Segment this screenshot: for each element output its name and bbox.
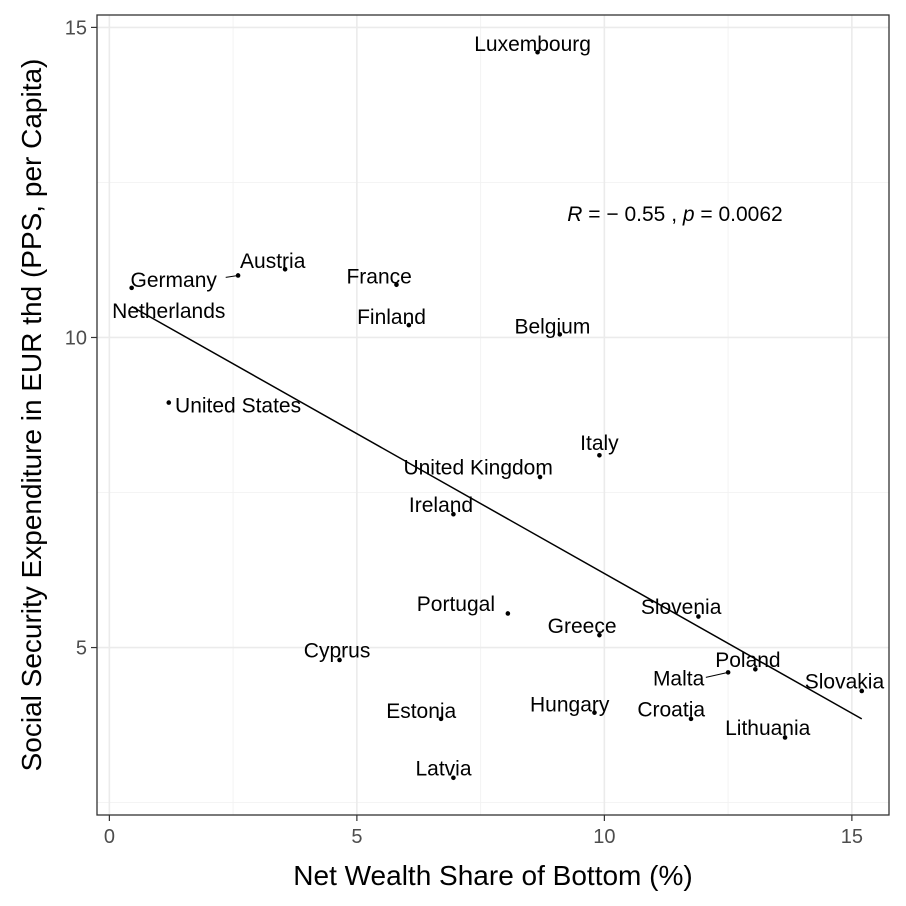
x-tick-label: 10 [593,826,615,848]
point-label: Slovakia [805,671,885,694]
point-label: Croatia [637,699,705,722]
stat-p-value: = 0.0062 [695,203,783,226]
point-label: Malta [653,668,705,691]
point-label: Italy [580,432,619,455]
data-point [394,282,399,288]
data-point [592,710,597,715]
x-tick-label: 0 [104,826,115,848]
point-label: United States [175,395,301,418]
point-label: Luxembourg [474,33,591,56]
data-point [725,670,731,675]
x-axis-title: Net Wealth Share of Bottom (%) [293,860,692,891]
axis-ticks: 0 5 10 15 5 10 15 [65,17,863,848]
point-label: United Kingdom [403,457,552,480]
point-label: Portugal [417,593,495,616]
point-label: Cyprus [304,640,371,663]
panel-border [96,14,890,816]
point-label: Ireland [409,494,473,517]
data-point [535,49,540,55]
label-leader-line [705,671,729,678]
data-point [438,716,444,722]
y-axis-title: Social Security Expenditure in EUR thd (… [16,59,47,772]
data-point [537,474,543,480]
point-label: Finland [357,306,426,329]
fit-line-layer [131,305,863,720]
x-tick-label: 5 [351,826,362,848]
y-tick-label: 5 [76,638,87,660]
point-label: Lithuania [725,717,811,740]
data-point [782,735,788,740]
point-label: France [346,266,411,289]
data-point [406,322,412,328]
data-point [337,657,342,663]
data-point [235,273,241,278]
point-label: Hungary [530,694,610,717]
data-point [451,775,456,781]
data-point [597,453,602,458]
data-point [696,614,701,619]
data-point [859,688,865,694]
data-point [282,266,288,272]
data-point [557,332,563,337]
point-label: Estonia [386,700,456,723]
point-label: Austria [240,250,306,273]
stat-r-value: = − 0.55 , [582,203,682,226]
stat-p-symbol: p [682,203,695,226]
data-point [505,611,511,616]
point-label: Netherlands [112,300,225,323]
data-point [688,716,694,722]
x-tick-label: 15 [841,826,863,848]
data-point [166,400,172,405]
labels-layer: Luxembourg Austria Germany Netherlands Franc… [112,33,884,780]
data-point [597,632,602,638]
data-point [753,666,758,672]
y-tick-label: 15 [65,17,87,39]
point-label: Slovenia [641,596,722,619]
point-label: Latvia [415,757,471,780]
correlation-annotation: R = − 0.55 , p = 0.0062 [567,203,782,226]
point-label: Poland [715,649,780,672]
point-label: Belgium [514,315,590,338]
y-tick-label: 10 [65,327,87,349]
grid [97,15,889,815]
point-label: Greece [548,615,617,638]
point-label: Germany [131,269,218,292]
stat-r-symbol: R [567,203,582,226]
data-point [451,511,456,517]
points-layer [129,49,865,781]
regression-line [131,305,863,720]
data-point [129,285,134,291]
